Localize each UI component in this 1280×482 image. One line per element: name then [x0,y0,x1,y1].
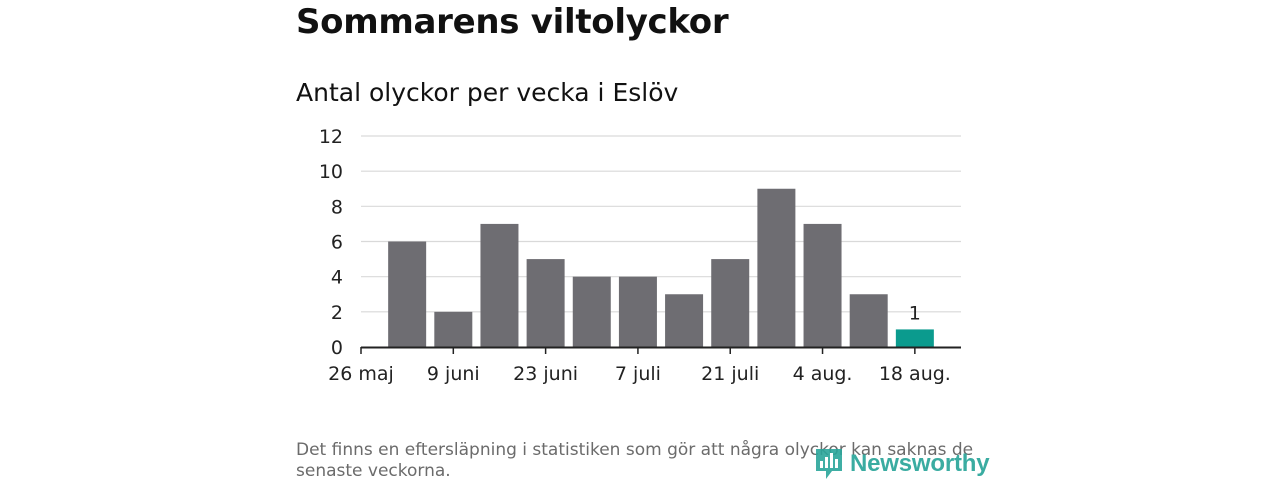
bar [618,276,657,347]
bar-highlight [895,329,934,347]
y-tick-label: 10 [319,161,343,183]
x-tick-label: 18 aug. [879,363,951,385]
chart-subtitle: Antal olyckor per vecka i Eslöv [296,78,679,107]
bar [480,223,519,347]
chart-title: Sommarens viltolyckor [296,2,729,42]
bar [757,188,796,347]
y-tick-label: 2 [331,302,343,324]
bar [572,276,611,347]
bar [665,294,704,347]
y-tick-label: 0 [331,337,343,359]
y-tick-label: 6 [331,232,343,254]
bar [388,241,427,347]
bar [849,294,888,347]
x-tick-label: 4 aug. [793,363,853,385]
x-tick-label: 7 juli [615,363,661,385]
bar [526,259,565,347]
bar [803,223,842,347]
footnote: Det finns en eftersläpning i statistiken… [296,440,974,481]
x-tick-label: 26 maj [328,363,394,385]
newsworthy-logo: Newsworthy [814,446,990,482]
bar-chart: 0 2 4 6 8 10 12 1 26 maj 9 juni 23 juni 7 juli 21 ju… [319,126,961,385]
newsworthy-logo-text: Newsworthy [850,450,990,477]
x-tick-label: 9 juni [427,363,480,385]
x-tick-label: 21 juli [701,363,759,385]
bar [434,311,473,347]
x-tick-label: 23 juni [513,363,578,385]
y-tick-label: 4 [331,267,343,289]
y-tick-label: 8 [331,196,343,218]
newsworthy-logo-icon [816,449,842,479]
data-label: 1 [909,302,921,324]
y-tick-label: 12 [319,126,343,148]
bar [711,259,750,347]
